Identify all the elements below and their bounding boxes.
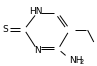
Text: NH: NH [69,56,83,65]
Text: S: S [2,25,8,34]
Text: N: N [34,46,41,55]
Text: HN: HN [29,7,42,16]
Text: 2: 2 [79,59,83,65]
